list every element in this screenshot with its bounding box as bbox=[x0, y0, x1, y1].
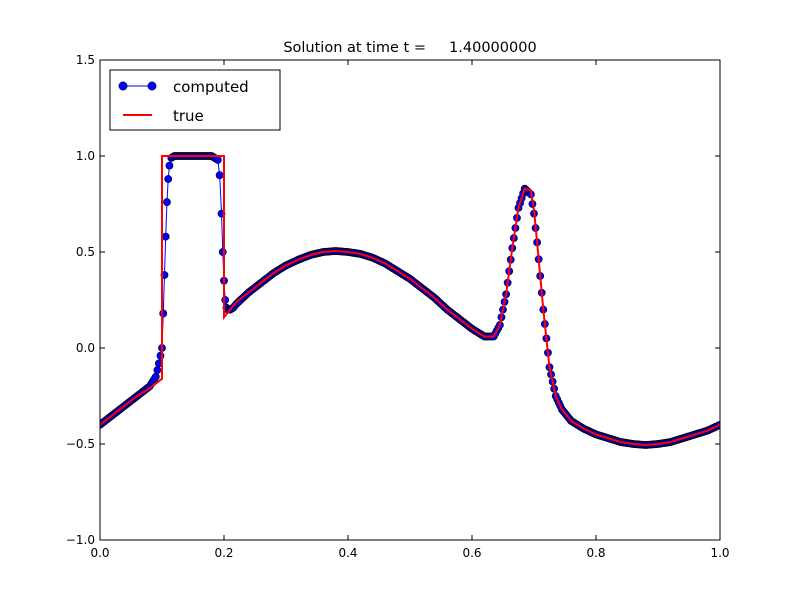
computed-point bbox=[161, 232, 170, 241]
ticks-layer: 0.0 0.2 0.4 0.6 0.8 1.0 −1.0 −0.5 0.0 0.5 1.0 1.5 bbox=[66, 53, 730, 560]
x-tick-label: 0.8 bbox=[586, 546, 605, 560]
legend: computed true bbox=[109, 69, 281, 131]
legend-computed-marker bbox=[147, 81, 157, 91]
legend-box bbox=[109, 69, 281, 131]
y-tick-label: 1.5 bbox=[76, 53, 95, 67]
x-tick-label: 1.0 bbox=[710, 546, 729, 560]
computed-point bbox=[153, 366, 162, 374]
legend-computed-marker bbox=[118, 81, 128, 91]
series-layer bbox=[100, 152, 720, 449]
computed-point bbox=[213, 155, 222, 164]
computed-point bbox=[218, 248, 227, 256]
y-tick-label: −0.5 bbox=[66, 437, 95, 451]
x-tick-label: 0.6 bbox=[462, 546, 481, 560]
computed-point bbox=[221, 296, 230, 304]
y-tick-label: −1.0 bbox=[66, 533, 95, 547]
chart-title: Solution at time t = 1.40000000 bbox=[283, 40, 536, 56]
x-tick-label: 0.4 bbox=[338, 546, 357, 560]
computed-point bbox=[163, 198, 171, 206]
legend-true-label: true bbox=[173, 107, 204, 125]
computed-point bbox=[165, 161, 174, 170]
computed-point bbox=[164, 175, 173, 183]
x-tick-label: 0.2 bbox=[214, 546, 233, 560]
legend-computed-label: computed bbox=[173, 78, 249, 96]
x-tick-label: 0.0 bbox=[90, 546, 109, 560]
y-tick-label: 0.5 bbox=[76, 245, 95, 259]
y-tick-label: 1.0 bbox=[76, 149, 95, 163]
computed-point bbox=[159, 309, 168, 318]
true-series-line bbox=[100, 155, 720, 446]
computed-point bbox=[215, 171, 224, 180]
y-tick-label: 0.0 bbox=[76, 341, 95, 355]
computed-point bbox=[151, 372, 160, 381]
plot-area-frame bbox=[99, 59, 721, 541]
